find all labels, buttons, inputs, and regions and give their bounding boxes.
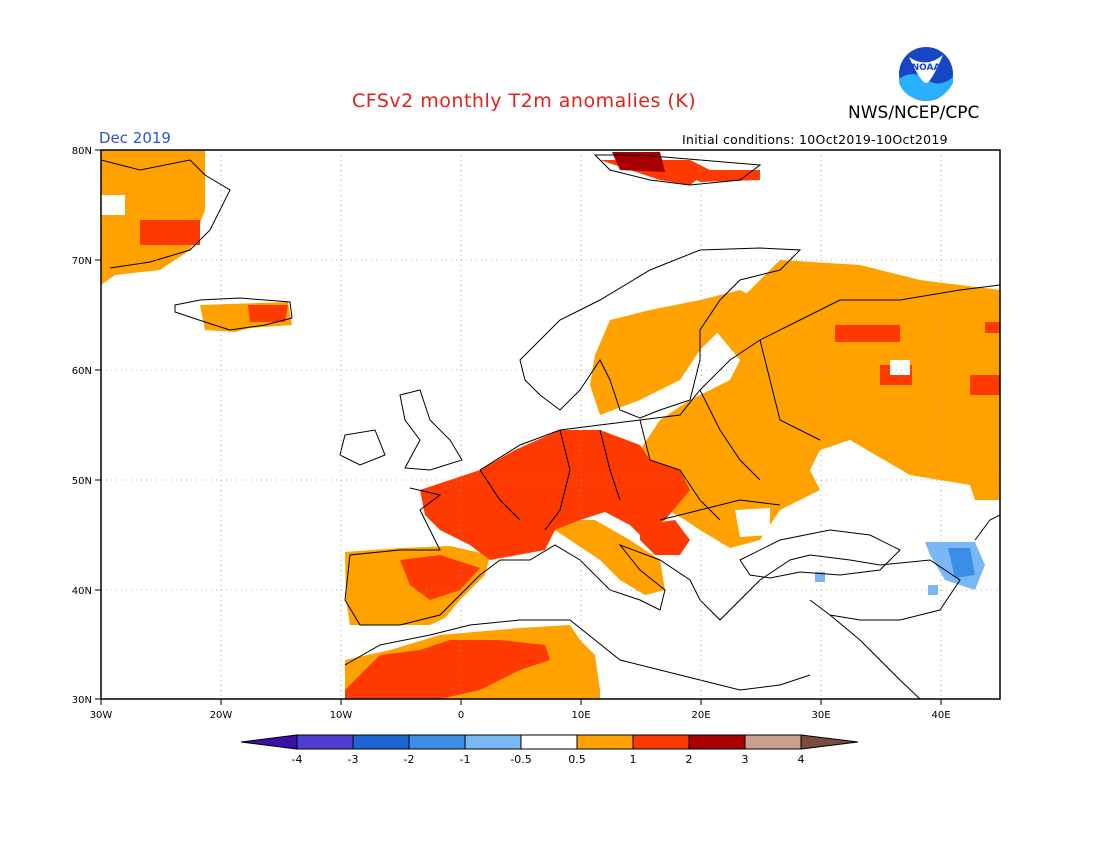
anomaly-warm-2-3 [612, 152, 665, 172]
lon-label: 0 [458, 710, 464, 721]
latitude-labels: 80N 70N 60N 50N 40N 30N [72, 146, 92, 706]
logo-lettering: NOAA [912, 63, 941, 73]
coastlines [101, 154, 1000, 699]
lon-label: 20E [691, 710, 710, 721]
colorbar-label: -3 [348, 753, 359, 766]
lat-label: 50N [72, 476, 92, 487]
lon-label: 10W [330, 710, 353, 721]
map-area [101, 150, 1000, 699]
axis-ticks [95, 149, 942, 705]
colorbar-label: 4 [798, 753, 805, 766]
lon-label: 30E [811, 710, 830, 721]
colorbar-swatch [352, 734, 410, 750]
lon-label: 30W [90, 710, 113, 721]
colorbar-swatch [744, 734, 802, 750]
lon-label: 20W [210, 710, 233, 721]
colorbar-swatch-gt-4 [800, 734, 859, 750]
lat-label: 30N [72, 695, 92, 706]
colorbar-swatch [408, 734, 466, 750]
anomaly-near-normal [101, 195, 910, 537]
colorbar-label: -4 [292, 753, 303, 766]
lon-label: 10E [571, 710, 590, 721]
colorbar-labels: -4 -3 -2 -1 -0.5 0.5 1 2 3 4 [292, 753, 805, 766]
map-frame [100, 149, 1001, 700]
colorbar-label: -0.5 [510, 753, 531, 766]
colorbar-swatch [632, 734, 690, 750]
colorbar-label: 3 [742, 753, 749, 766]
colorbar-swatch-lt-minus4 [240, 734, 298, 750]
colorbar-swatch [576, 734, 634, 750]
lat-label: 60N [72, 366, 92, 377]
colorbar-label: -2 [404, 753, 415, 766]
colorbar-swatch [520, 734, 578, 750]
colorbar-swatch [296, 734, 354, 750]
colorbar-label: -1 [460, 753, 471, 766]
longitude-labels: 30W 20W 10W 0 10E 20E 30E 40E [90, 710, 951, 721]
colorbar-swatch [464, 734, 522, 750]
colorbar-label: 2 [686, 753, 693, 766]
anomaly-cool [815, 542, 985, 595]
initial-conditions: Initial conditions: 10Oct2019-10Oct2019 [682, 132, 948, 147]
noaa-logo: NOAA [896, 44, 956, 104]
lon-label: 40E [931, 710, 950, 721]
lat-label: 70N [72, 256, 92, 267]
lat-label: 80N [72, 146, 92, 157]
chart-title: CFSv2 monthly T2m anomalies (K) [352, 90, 697, 112]
colorbar-swatch [688, 734, 746, 750]
forecast-month: Dec 2019 [99, 129, 171, 147]
colorbar [240, 734, 859, 750]
anomaly-warm-1-2 [140, 160, 1000, 699]
colorbar-label: 1 [630, 753, 637, 766]
organization-label: NWS/NCEP/CPC [848, 103, 980, 123]
colorbar-label: 0.5 [568, 753, 586, 766]
lat-label: 40N [72, 586, 92, 597]
